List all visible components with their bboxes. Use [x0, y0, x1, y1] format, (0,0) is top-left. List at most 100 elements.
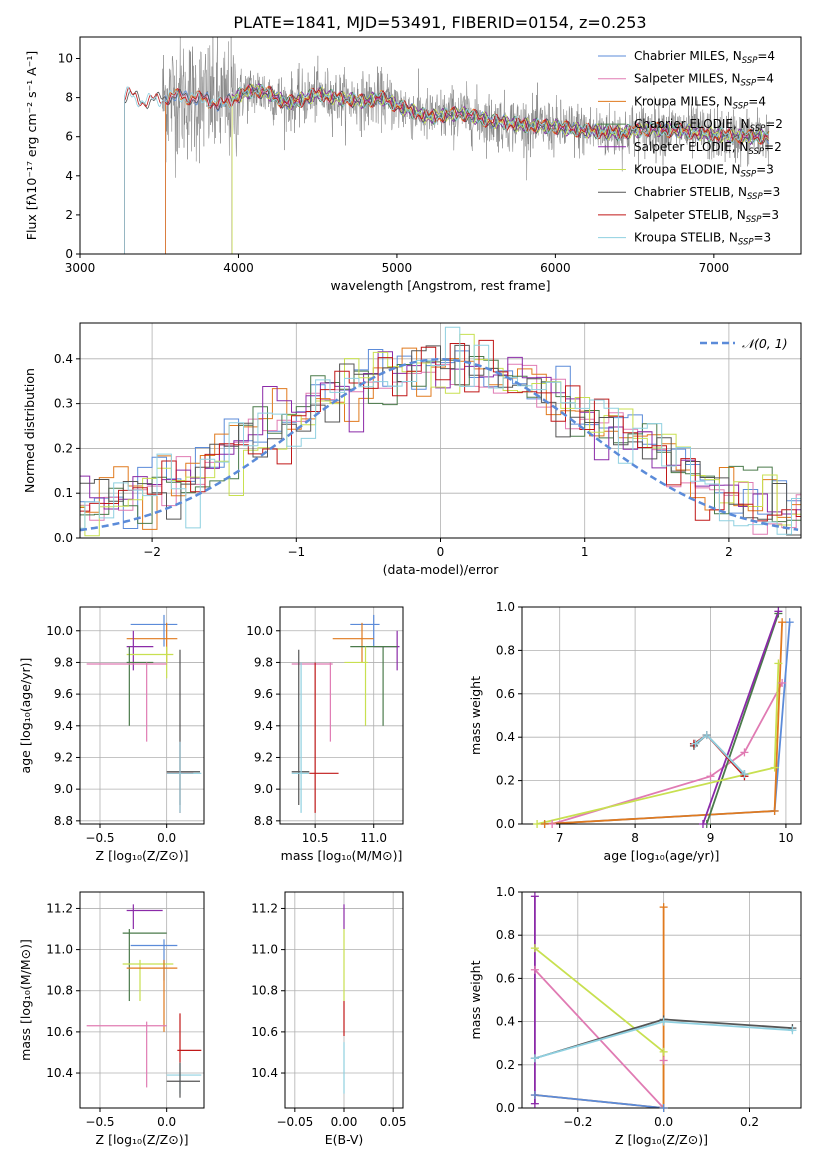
x-tick-label: −1: [287, 545, 305, 559]
x-tick-label: 1: [581, 545, 589, 559]
legend-entry: Kroupa ELODIE, NSSP=3: [634, 163, 774, 180]
y-tick-label: 0.1: [54, 486, 73, 500]
weight-line-salpeter-elodie: [702, 610, 780, 824]
x-tick-label: 0.00: [331, 1115, 358, 1129]
legend-entry: Salpeter MILES, NSSP=4: [634, 72, 774, 89]
x-tick-label: 0.0: [157, 1115, 176, 1129]
y-tick-label: 0.6: [496, 971, 515, 985]
y-tick-label: 0.0: [496, 1101, 515, 1115]
x-tick-label: 0.05: [380, 1115, 407, 1129]
panel-5: −0.5 0.0 10.4 10.6 10.8 11.0 11.2 Z [log₁₀(Z/Z⊙…: [18, 891, 205, 1147]
x-axis-label: (data-model)/error: [383, 562, 500, 577]
weight-line-chabrier-elodie: [705, 613, 780, 824]
x-axis-label: wavelength [Angstrom, rest frame]: [330, 278, 550, 293]
legend-entry: Kroupa STELIB, NSSP=3: [634, 231, 771, 248]
y-tick-label: 0.8: [496, 928, 515, 942]
y-tick-label: 11.2: [46, 901, 73, 915]
y-tick-label: 4: [65, 169, 73, 183]
histogram-step-kroupa-stelib: [80, 326, 801, 535]
y-axis-label: mass weight: [468, 676, 483, 755]
x-axis-label: age [log₁₀(age/yr)]: [604, 848, 720, 863]
x-tick-label: 4000: [223, 261, 254, 275]
axes-frame: [79, 606, 205, 825]
legend-entry: Chabrier MILES, NSSP=4: [634, 49, 775, 66]
y-tick-label: 8.8: [254, 814, 273, 828]
axes-frame: [521, 606, 802, 825]
legend-entry: Chabrier STELIB, NSSP=3: [634, 185, 780, 202]
y-tick-label: 10.6: [46, 1025, 73, 1039]
panel-3: 10.5 11.0 8.8 9.0 9.2 9.4 9.6 9.8 10.0 mass [log₁…: [246, 606, 404, 863]
x-tick-label: 0: [437, 545, 445, 559]
histogram-step-kroupa-miles: [80, 347, 801, 530]
y-tick-label: 9.8: [254, 655, 273, 669]
legend-entry: Chabrier ELODIE, NSSP=2: [634, 117, 783, 134]
x-tick-label: 8: [631, 831, 639, 845]
y-axis-label: Normed distribution: [22, 368, 37, 493]
y-tick-label: 9.6: [54, 687, 73, 701]
x-tick-label: 0.0: [157, 831, 176, 845]
y-tick-label: 10: [58, 52, 73, 66]
y-tick-label: 0.0: [496, 817, 515, 831]
x-axis-label: mass [log₁₀(M/M⊙)]: [281, 848, 403, 863]
legend-entry: Kroupa MILES, NSSP=4: [634, 94, 766, 111]
y-tick-label: 0: [65, 247, 73, 261]
y-tick-label: 2: [65, 208, 73, 222]
x-tick-label: 9: [707, 831, 715, 845]
x-tick-label: −0.05: [276, 1115, 313, 1129]
y-tick-label: 0.8: [496, 643, 515, 657]
y-tick-label: 0.6: [496, 687, 515, 701]
x-axis-label: Z [log₁₀(Z/Z⊙)]: [96, 848, 189, 863]
histogram-step-salpeter-miles: [80, 363, 801, 535]
y-tick-label: 0.4: [496, 730, 515, 744]
plot-area: [86, 904, 202, 1098]
panel-6: −0.05 0.00 0.05 10.4 10.6 10.8 11.0 11.2 E(B-V): [251, 891, 407, 1147]
y-tick-label: 10.4: [46, 1066, 73, 1080]
weight-line-kroupa-miles: [534, 907, 665, 1108]
x-tick-label: 6000: [540, 261, 571, 275]
legend-entry: Salpeter STELIB, NSSP=3: [634, 208, 779, 225]
x-tick-label: 10: [778, 831, 793, 845]
y-tick-label: 11.0: [251, 943, 278, 957]
x-tick-label: 5000: [382, 261, 413, 275]
y-tick-label: 10.0: [46, 624, 73, 638]
x-tick-label: 0.2: [740, 1115, 759, 1129]
y-tick-label: 10.8: [46, 984, 73, 998]
plot-area: [534, 896, 793, 1108]
y-axis-label: mass [log₁₀(M/M⊙)]: [18, 939, 33, 1061]
y-tick-label: 9.6: [254, 687, 273, 701]
y-tick-label: 0.2: [496, 774, 515, 788]
spectrum-legend: Chabrier MILES, NSSP=4 Salpeter MILES, NS…: [598, 49, 783, 248]
legend-entry: 𝒩(0, 1): [742, 336, 788, 351]
y-tick-label: 9.4: [254, 719, 273, 733]
y-tick-label: 6: [65, 130, 73, 144]
x-tick-label: −0.2: [563, 1115, 592, 1129]
x-tick-label: −0.5: [85, 1115, 114, 1129]
histogram-step-salpeter-stelib: [80, 339, 801, 522]
x-tick-label: −0.5: [85, 831, 114, 845]
y-tick-label: 11.2: [251, 901, 278, 915]
x-axis-label: Z [log₁₀(Z/Z⊙)]: [615, 1132, 708, 1147]
model-line-chabrier-stelib: [124, 82, 769, 254]
plot-area: [124, 37, 770, 254]
figure-title: PLATE=1841, MJD=53491, FIBERID=0154, z=0…: [233, 13, 646, 32]
y-tick-label: 10.8: [251, 984, 278, 998]
x-tick-label: 0.0: [654, 1115, 673, 1129]
weight-line-kroupa-elodie: [534, 947, 665, 1108]
x-axis-label: E(B-V): [325, 1132, 364, 1147]
y-axis-label: mass weight: [468, 960, 483, 1039]
y-tick-label: 10.0: [246, 624, 273, 638]
panel-1: −2 −1 0 1 2 0.0 0.1 0.2 0.3 0.4 (data-model)/error…: [22, 322, 802, 577]
plot-area: [80, 326, 801, 537]
x-tick-label: 3000: [65, 261, 96, 275]
panel-2: −0.5 0.0 8.8 9.0 9.2 9.4 9.6 9.8 10.0 Z [log₁₀(Z/…: [18, 606, 205, 863]
y-tick-label: 8.8: [54, 814, 73, 828]
x-tick-label: 7: [556, 831, 564, 845]
y-tick-label: 9.8: [54, 655, 73, 669]
y-tick-label: 0.4: [54, 352, 73, 366]
weight-line-kroupa-elodie: [536, 663, 780, 824]
y-tick-label: 9.0: [54, 782, 73, 796]
histogram-step-chabrier-stelib: [80, 344, 801, 536]
x-axis-label: Z [log₁₀(Z/Z⊙)]: [96, 1132, 189, 1147]
model-line-salpeter-elodie: [231, 82, 769, 254]
